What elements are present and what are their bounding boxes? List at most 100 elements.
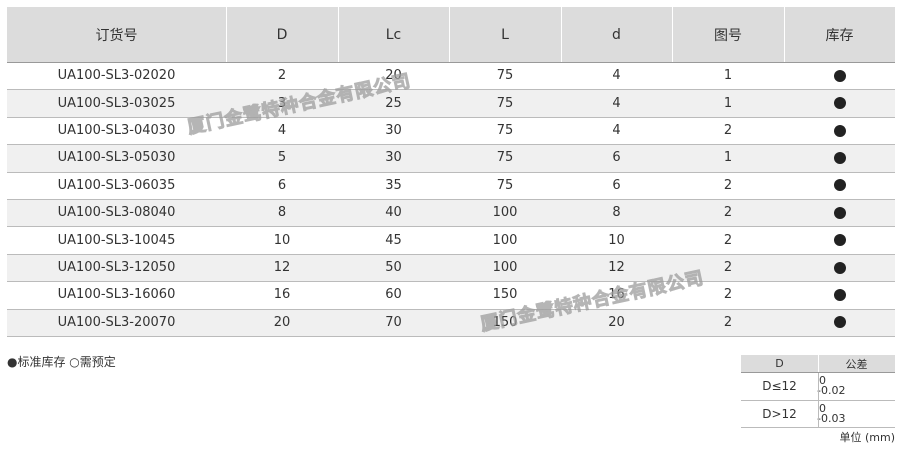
stock-dot — [833, 206, 846, 219]
table-cell: 75 — [496, 95, 514, 111]
tol-line — [741, 427, 895, 428]
stock-dot — [833, 124, 846, 137]
stock-dot — [833, 261, 846, 274]
header-cell: 订货号 — [95, 27, 138, 44]
row-bg — [7, 89, 895, 117]
row-bg — [7, 253, 895, 282]
table-cell: 25 — [385, 95, 402, 111]
table-cell: 30 — [385, 150, 402, 166]
table-cell: UA100-SL3-04030 — [57, 122, 176, 138]
header-cell: d — [612, 26, 621, 43]
table-cell: 30 — [385, 122, 402, 138]
row-line — [7, 336, 895, 337]
header-divider — [449, 7, 450, 62]
header-divider — [338, 7, 339, 62]
tol-lower: -0.02 — [817, 383, 846, 397]
row-line — [7, 144, 895, 146]
table-cell: 3 — [277, 95, 287, 111]
header-cell: 库存 — [825, 27, 854, 44]
table-cell: 4 — [612, 122, 621, 138]
table-cell: 6 — [612, 177, 621, 193]
table-cell: 4 — [277, 122, 287, 138]
table-cell: UA100-SL3-12050 — [57, 259, 176, 275]
table-cell: 2 — [723, 205, 733, 221]
table-cell: 40 — [385, 205, 402, 221]
row-line — [7, 62, 895, 63]
row-line — [7, 308, 895, 310]
table-cell: 75 — [496, 150, 514, 166]
table-cell: 6 — [612, 150, 621, 166]
row-line — [7, 89, 895, 91]
table-cell: 10 — [273, 232, 291, 248]
table-cell: UA100-SL3-20070 — [57, 314, 176, 330]
tol-lower: -0.03 — [817, 411, 846, 425]
table-cell: 16 — [273, 287, 291, 303]
table-cell: UA100-SL3-06035 — [57, 177, 176, 193]
table-cell: 100 — [492, 205, 518, 221]
header-divider — [672, 7, 673, 62]
header-divider — [226, 7, 227, 62]
header-bg — [7, 7, 895, 62]
table-cell: 2 — [723, 314, 733, 330]
tol-divider — [818, 400, 819, 427]
table-cell: 70 — [385, 314, 402, 330]
table-cell: UA100-SL3-16060 — [57, 287, 176, 303]
tol-divider — [818, 372, 819, 400]
table-cell: 2 — [723, 287, 733, 303]
table-cell: 4 — [612, 95, 621, 111]
table-cell: 2 — [723, 232, 733, 248]
stock-dot — [833, 234, 846, 247]
stock-dot — [833, 316, 846, 329]
stock-dot — [833, 97, 846, 110]
row-line — [7, 199, 895, 200]
table-cell: 1 — [723, 68, 733, 84]
row-bg — [7, 199, 895, 227]
tol-upper: 0 — [819, 401, 826, 415]
tol-header-cell: D — [775, 357, 784, 370]
table-cell: 8 — [612, 205, 621, 221]
table-cell: UA100-SL3-08040 — [57, 205, 176, 221]
table-cell: 2 — [723, 122, 733, 138]
table-cell: 4 — [612, 68, 621, 84]
table-cell: 45 — [385, 232, 402, 248]
header-divider — [784, 7, 785, 62]
header-cell: 图号 — [714, 27, 742, 44]
table-cell: 6 — [277, 177, 287, 193]
row-line — [7, 226, 895, 228]
tol-line — [741, 372, 895, 373]
table-cell: 5 — [277, 150, 287, 166]
unit: 单位 (mm) — [839, 431, 895, 444]
row-bg — [7, 308, 895, 336]
stock-dot — [833, 288, 846, 301]
header-cell: D — [276, 26, 288, 43]
table-cell: 150 — [492, 287, 518, 303]
table-cell: 1 — [723, 150, 733, 166]
table-cell: 100 — [492, 232, 518, 248]
table-cell: 75 — [496, 68, 514, 84]
row-line — [7, 281, 895, 283]
table-cell: 75 — [496, 122, 514, 138]
tol-cell: D≤12 — [762, 379, 797, 393]
table-cell: 8 — [277, 205, 287, 221]
table-cell: 20 — [608, 314, 625, 330]
table-cell: 20 — [273, 314, 291, 330]
table-cell: 1 — [723, 95, 733, 111]
table-cell: 35 — [385, 177, 402, 193]
row-line — [7, 116, 895, 118]
tol-divider — [818, 355, 819, 372]
row-line — [7, 171, 895, 173]
table-cell: 2 — [723, 177, 733, 193]
table-cell: 100 — [492, 259, 518, 275]
table-cell: 10 — [608, 232, 625, 248]
header-divider — [561, 7, 562, 62]
table-cell: UA100-SL3-10045 — [57, 232, 176, 248]
table-cell: 150 — [492, 314, 518, 330]
table-cell: 50 — [385, 259, 402, 275]
table-cell: 60 — [385, 287, 402, 303]
header-cell: L — [501, 26, 509, 43]
table-cell: UA100-SL3-02020 — [57, 68, 176, 84]
legend: ●标准库存 ○需预定 — [7, 354, 116, 369]
table-cell: 16 — [608, 287, 625, 303]
table-cell: 2 — [723, 259, 733, 275]
